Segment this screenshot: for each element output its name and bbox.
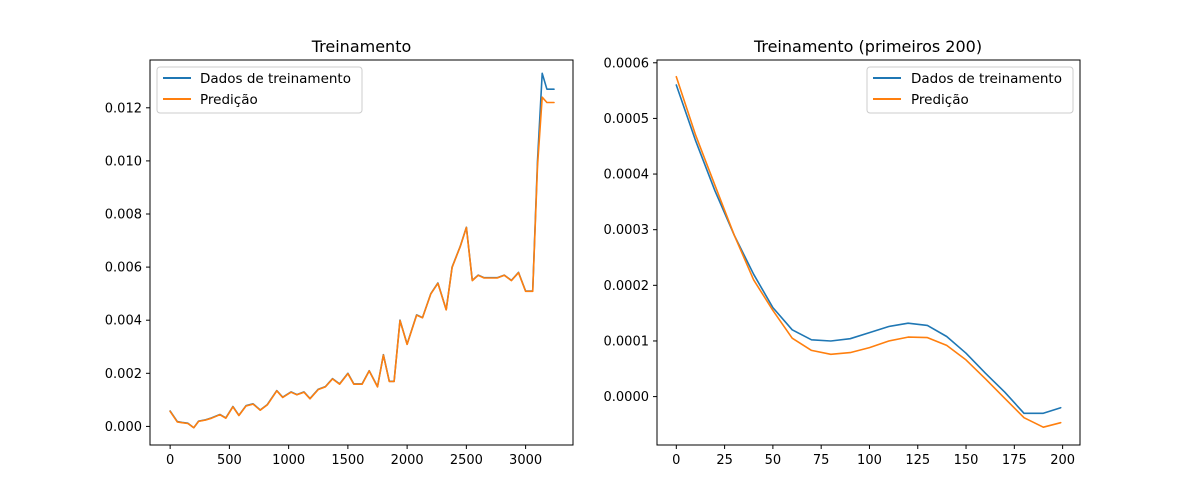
chart-right-y-tick-label: 0.0001 <box>604 334 650 349</box>
chart-right-x-tick-label: 125 <box>905 453 930 468</box>
chart-left-x-tick-label: 2000 <box>391 453 424 468</box>
chart-right-legend-label-0: Dados de treinamento <box>911 71 1062 87</box>
chart-left-x-tick-label: 2500 <box>450 453 483 468</box>
chart-right-lines <box>675 75 1062 428</box>
chart-left-y-tick-label: 0.000 <box>105 420 142 435</box>
chart-left-y-tick-label: 0.006 <box>105 261 142 276</box>
chart-right-x-tick-label: 100 <box>857 453 882 468</box>
chart-right-x-tick-label: 200 <box>1050 453 1075 468</box>
chart-right-ticks: 0 25 50 75 100 125 150 175 200 0.0000 0.0001 0.0002… <box>604 56 1076 468</box>
chart-left-lines <box>169 72 555 429</box>
chart-right-x-tick-label: 175 <box>1002 453 1027 468</box>
chart-left-y-tick-label: 0.002 <box>105 367 142 382</box>
chart-right-y-tick-label: 0.0003 <box>604 223 650 238</box>
chart-right-x-tick-label: 25 <box>716 453 733 468</box>
chart-left-y-tick-label: 0.010 <box>105 154 142 169</box>
chart-right-y-tick-label: 0.0004 <box>604 168 650 183</box>
chart-left-legend: Dados de treinamento Predição <box>156 66 363 114</box>
chart-left-legend-label-1: Predição <box>200 92 258 108</box>
chart-left-x-tick-label: 1500 <box>331 453 364 468</box>
chart-right-y-tick-label: 0.0005 <box>604 112 650 127</box>
chart-right-x-tick-label: 0 <box>672 453 680 468</box>
chart-right-y-tick-label: 0.0006 <box>604 56 650 71</box>
chart-left-legend-label-0: Dados de treinamento <box>200 71 351 87</box>
chart-left-axes-frame <box>149 59 574 446</box>
chart-left-title: Treinamento <box>311 37 412 56</box>
chart-left-x-tick-label: 0 <box>166 453 174 468</box>
chart-left-x-tick-label: 1000 <box>272 453 305 468</box>
chart-left-ticks: 0 500 1000 1500 2000 2500 3000 0.000 0.002 0.004 0… <box>105 101 542 468</box>
chart-left-legend-box <box>156 66 363 114</box>
chart-right-y-tick-label: 0.0002 <box>604 279 650 294</box>
chart-right: Treinamento (primeiros 200) 0 25 50 75 100 12… <box>604 37 1081 468</box>
chart-right-legend: Dados de treinamento Predição <box>866 66 1074 114</box>
chart-right-y-tick-label: 0.0000 <box>604 390 650 405</box>
chart-right-x-tick-label: 50 <box>765 453 782 468</box>
chart-left-x-tick-label: 500 <box>217 453 242 468</box>
chart-right-legend-label-1: Predição <box>911 92 969 108</box>
chart-right-title: Treinamento (primeiros 200) <box>753 37 982 56</box>
chart-right-axes-frame <box>656 59 1081 446</box>
chart-left-y-tick-label: 0.008 <box>105 208 142 223</box>
chart-right-x-tick-label: 150 <box>954 453 979 468</box>
chart-left-y-tick-label: 0.004 <box>105 314 142 329</box>
chart-left: Treinamento 0 500 1000 1500 2000 2500 3000 0.00… <box>105 37 574 468</box>
chart-left-series-line-1 <box>169 96 555 429</box>
chart-right-series-line-1 <box>675 75 1062 428</box>
chart-right-legend-box <box>866 66 1074 114</box>
chart-left-y-tick-label: 0.012 <box>105 101 142 116</box>
chart-left-x-tick-label: 3000 <box>509 453 542 468</box>
chart-right-x-tick-label: 75 <box>813 453 830 468</box>
